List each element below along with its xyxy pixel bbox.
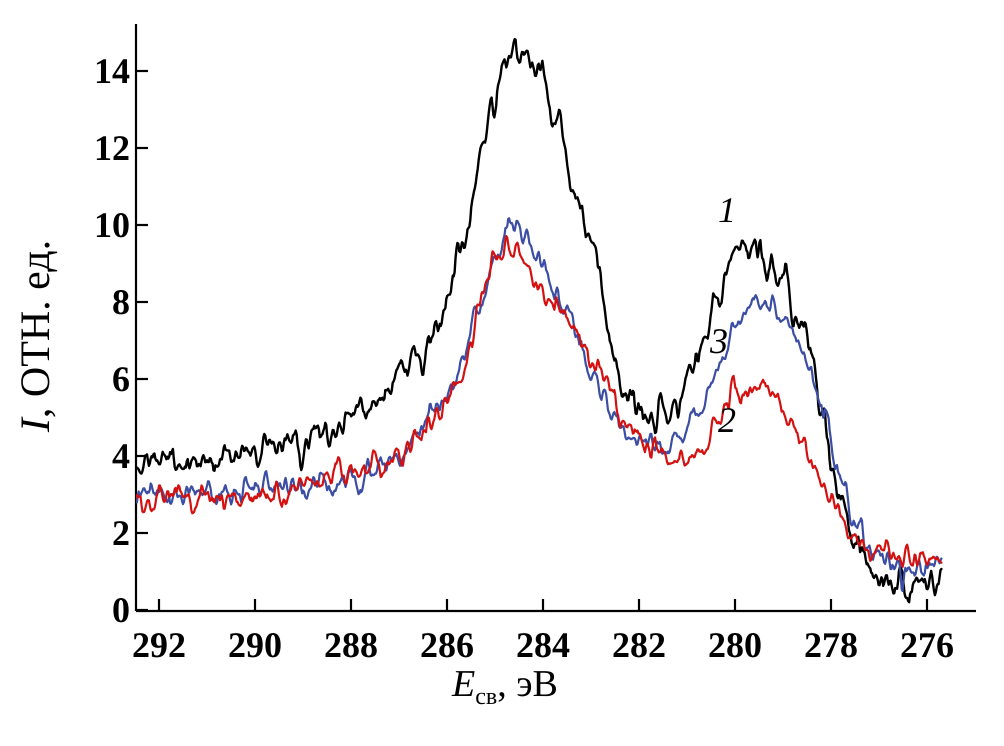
svg-text:280: 280 <box>708 625 762 665</box>
svg-text:4: 4 <box>112 436 130 476</box>
svg-text:10: 10 <box>94 205 130 245</box>
svg-text:282: 282 <box>612 625 666 665</box>
svg-text:292: 292 <box>132 625 186 665</box>
svg-text:284: 284 <box>516 625 570 665</box>
svg-text:286: 286 <box>420 625 474 665</box>
svg-text:3: 3 <box>709 321 728 361</box>
svg-text:278: 278 <box>804 625 858 665</box>
svg-text:290: 290 <box>228 625 282 665</box>
svg-text:2: 2 <box>112 513 130 553</box>
svg-text:8: 8 <box>112 282 130 322</box>
svg-text:12: 12 <box>94 128 130 168</box>
svg-text:2: 2 <box>718 400 736 440</box>
svg-text:1: 1 <box>718 190 736 230</box>
svg-text:6: 6 <box>112 359 130 399</box>
svg-text:14: 14 <box>94 51 130 91</box>
svg-text:276: 276 <box>900 625 954 665</box>
svg-text:288: 288 <box>324 625 378 665</box>
svg-text:0: 0 <box>112 590 130 630</box>
